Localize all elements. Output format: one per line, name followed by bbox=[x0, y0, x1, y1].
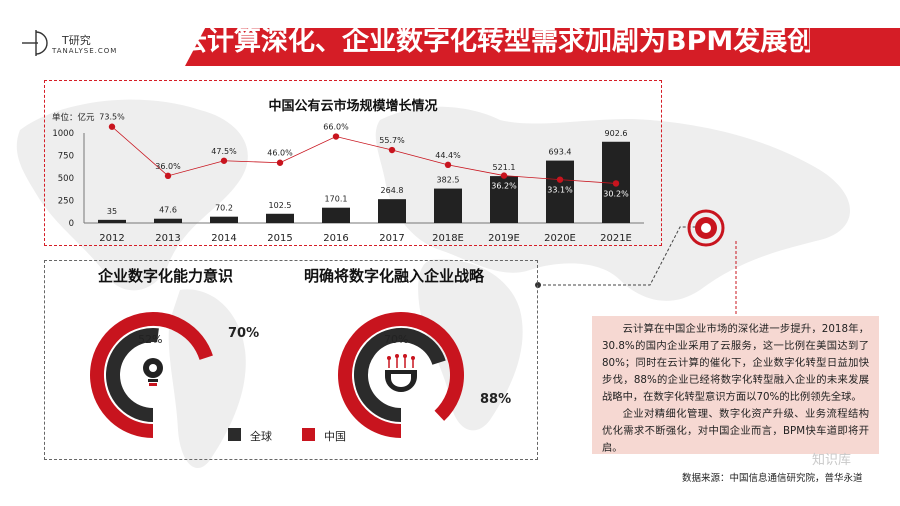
x-tick-label: 2020E bbox=[544, 233, 576, 244]
growth-point bbox=[556, 176, 564, 183]
unit-label: 单位：亿元 bbox=[52, 112, 95, 123]
bar-2012 bbox=[98, 219, 126, 223]
brand-name-cn: T研究 bbox=[62, 34, 91, 47]
chart-title: 中国公有云市场规模增长情况 bbox=[268, 98, 437, 114]
growth-label: 33.1% bbox=[547, 186, 573, 195]
digitalization-panel bbox=[44, 260, 538, 460]
x-tick-label: 2013 bbox=[155, 233, 180, 244]
donut-chart-strategy bbox=[338, 312, 464, 438]
brand-name-en: TANALYSE.COM bbox=[52, 47, 118, 55]
growth-point bbox=[220, 157, 228, 164]
world-map-background bbox=[16, 99, 850, 469]
growth-point bbox=[108, 123, 116, 130]
donut-1-china-label: 70% bbox=[228, 326, 260, 341]
bar-2014 bbox=[210, 216, 238, 223]
donut-2-title: 明确将数字化融入企业战略 bbox=[304, 267, 485, 285]
x-tick-label: 2012 bbox=[99, 233, 124, 244]
growth-point bbox=[332, 133, 340, 140]
brand-mark-icon bbox=[22, 30, 48, 56]
bar-2015 bbox=[266, 213, 294, 223]
growth-label: 46.0% bbox=[267, 149, 293, 158]
growth-point bbox=[388, 146, 396, 154]
legend-china-swatch bbox=[302, 428, 315, 441]
x-tick-label: 2014 bbox=[211, 233, 236, 244]
growth-point bbox=[612, 180, 620, 187]
growth-label: 47.5% bbox=[211, 147, 237, 156]
bar-value-label: 693.4 bbox=[549, 148, 572, 157]
data-source-note: 数据来源：中国信息通信研究院，普华永道 bbox=[682, 473, 863, 484]
growth-point bbox=[444, 161, 452, 169]
growth-point bbox=[500, 172, 508, 179]
summary-paragraph-2: 企业对精细化管理、数字化资产升级、业务流程结构优化需求不断强化，对中国企业而言，… bbox=[602, 408, 869, 454]
donut-inner-ring-全球 bbox=[354, 328, 446, 422]
growth-point bbox=[164, 172, 172, 180]
donut-outer-ring-中国 bbox=[90, 312, 213, 438]
donut-2-china-label: 88% bbox=[480, 392, 512, 407]
donut-outer-ring-中国 bbox=[338, 312, 464, 438]
x-tick-label: 2015 bbox=[267, 233, 292, 244]
legend-global-swatch bbox=[228, 428, 241, 441]
y-tick-label: 1000 bbox=[52, 129, 74, 139]
growth-label: 44.4% bbox=[435, 151, 461, 160]
x-tick-label: 2016 bbox=[323, 233, 348, 244]
lightbulb-gear-icon bbox=[143, 358, 163, 386]
x-tick-label: 2018E bbox=[432, 233, 464, 244]
donut-2-global-label: 70% bbox=[384, 333, 409, 346]
bar-value-label: 47.6 bbox=[159, 206, 177, 215]
x-tick-label: 2019E bbox=[488, 233, 520, 244]
bar-2019E bbox=[490, 176, 518, 223]
bar-value-label: 521.1 bbox=[493, 163, 516, 172]
growth-label: 30.2% bbox=[603, 189, 629, 198]
legend-global-label: 全球 bbox=[250, 430, 272, 443]
bar-2020E bbox=[546, 160, 574, 223]
donut-chart-awareness bbox=[90, 312, 213, 438]
donut-inner-ring-全球 bbox=[106, 328, 159, 422]
brand-logo: T研究 TANALYSE.COM bbox=[22, 28, 132, 68]
x-tick-label: 2017 bbox=[379, 233, 404, 244]
bar-value-label: 102.5 bbox=[269, 201, 292, 210]
y-tick-label: 750 bbox=[58, 152, 74, 162]
legend-china-label: 中国 bbox=[324, 430, 346, 443]
connector-line bbox=[535, 226, 737, 315]
summary-paragraph-1: 云计算在中国企业市场的深化进一步提升，2018年，30.8%的国内企业采用了云服… bbox=[602, 323, 869, 403]
bar-value-label: 902.6 bbox=[605, 129, 628, 138]
bar-2013 bbox=[154, 218, 182, 223]
page-title: 云计算深化、企业数字化转型需求加剧为BPM发展创造机遇 bbox=[180, 26, 810, 57]
growth-line bbox=[111, 126, 617, 184]
growth-label: 55.7% bbox=[379, 136, 405, 145]
growth-point bbox=[276, 159, 284, 166]
growth-label: 73.5% bbox=[99, 113, 125, 122]
bar-value-label: 170.1 bbox=[325, 195, 348, 204]
bar-value-label: 70.2 bbox=[215, 204, 233, 213]
circuit-cup-icon bbox=[385, 354, 417, 392]
watermark-text: 知识库 bbox=[812, 453, 852, 468]
growth-label: 66.0% bbox=[323, 123, 349, 132]
bar-2017 bbox=[378, 199, 406, 223]
bar-value-label: 264.8 bbox=[381, 186, 404, 195]
x-tick-label: 2021E bbox=[600, 233, 632, 244]
y-tick-label: 500 bbox=[58, 174, 74, 184]
highlight-target-icon bbox=[687, 209, 725, 247]
growth-label: 36.2% bbox=[491, 182, 517, 191]
y-tick-label: 0 bbox=[69, 219, 74, 229]
summary-textbox: 云计算在中国企业市场的深化进一步提升，2018年，30.8%的国内企业采用了云服… bbox=[592, 316, 879, 454]
growth-label: 36.0% bbox=[155, 162, 181, 171]
cloud-market-chart-frame bbox=[44, 80, 662, 246]
bar-value-label: 35 bbox=[107, 207, 117, 216]
donut-1-title: 企业数字化能力意识 bbox=[98, 267, 234, 285]
bar-2018E bbox=[434, 188, 462, 223]
y-tick-label: 250 bbox=[58, 197, 74, 207]
bar-2016 bbox=[322, 207, 350, 223]
donut-1-global-label: 52% bbox=[138, 333, 163, 346]
bar-value-label: 382.5 bbox=[437, 176, 460, 185]
